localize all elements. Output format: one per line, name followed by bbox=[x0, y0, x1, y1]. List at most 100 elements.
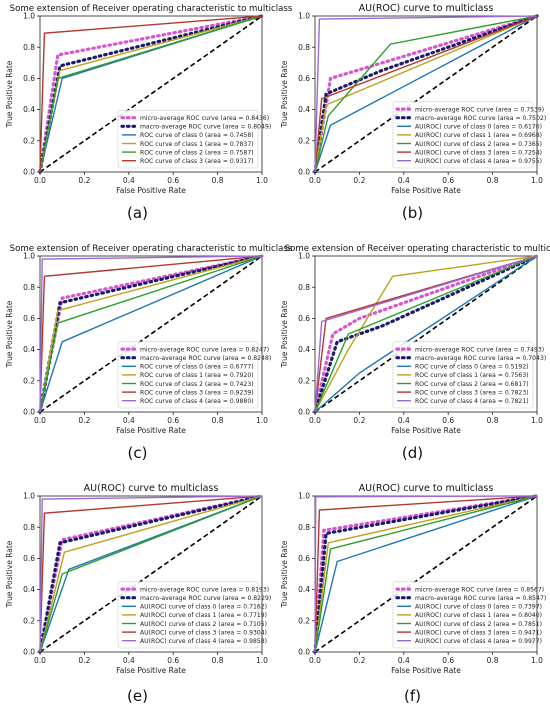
x-tick-label: 0.0 bbox=[309, 416, 321, 425]
legend-entry: micro-average ROC curve (area = 0.8436) bbox=[140, 115, 269, 122]
legend-entry: AU(ROC) curve of class 2 (area = 0.7105) bbox=[140, 621, 267, 628]
x-tick-label: 0.4 bbox=[398, 176, 410, 185]
series-line-5 bbox=[39, 495, 263, 653]
chart-title: AU(ROC) curve to multiclass bbox=[84, 483, 219, 494]
y-tick-label: 0.6 bbox=[298, 314, 310, 323]
series-line-0 bbox=[313, 14, 539, 174]
legend-entry: AU(ROC) curve of class 1 (area = 0.7719) bbox=[140, 612, 267, 619]
y-axis-label: True Positive Rate bbox=[280, 540, 289, 608]
x-tick-label: 0.6 bbox=[442, 416, 454, 425]
x-tick-label: 0.2 bbox=[78, 656, 90, 665]
y-tick-label: 0.0 bbox=[298, 408, 310, 417]
legend-entry: micro-average ROC curve (area = 0.7539) bbox=[415, 106, 544, 113]
roc-chart-d: Some extension of Receiver operating cha… bbox=[280, 244, 550, 435]
y-tick-label: 1.0 bbox=[298, 492, 310, 501]
series-line-2 bbox=[314, 15, 538, 173]
legend-entry: ROC curve of class 2 (area = 0.7423) bbox=[140, 381, 254, 388]
roc-chart-a: Some extension of Receiver operating cha… bbox=[5, 4, 293, 195]
chart-title: AU(ROC) curve to multiclass bbox=[359, 3, 494, 14]
series-line-4 bbox=[314, 255, 538, 413]
y-tick-label: 0.8 bbox=[298, 43, 310, 52]
legend-entry: ROC curve of class 3 (area = 0.9239) bbox=[140, 389, 254, 396]
y-axis-label: True Positive Rate bbox=[5, 60, 14, 128]
legend-entry: AU(ROC) curve of class 0 (area = 0.6170) bbox=[415, 124, 542, 131]
y-tick-label: 0.4 bbox=[298, 105, 310, 114]
y-tick-label: 0.6 bbox=[23, 554, 35, 563]
x-tick-label: 0.0 bbox=[34, 416, 46, 425]
x-tick-label: 0.0 bbox=[309, 656, 321, 665]
legend-entry: micro-average ROC curve (area = 0.8567) bbox=[415, 586, 544, 593]
x-tick-label: 0.8 bbox=[212, 656, 224, 665]
chance-diagonal-line bbox=[314, 495, 538, 653]
roc-chart-c: Some extension of Receiver operating cha… bbox=[5, 244, 293, 435]
y-tick-label: 0.2 bbox=[298, 136, 310, 145]
legend-entry: AU(ROC) curve of class 3 (area = 0.7254) bbox=[415, 149, 542, 156]
chance-diagonal-line bbox=[39, 495, 263, 653]
legend-entry: ROC curve of class 4 (area = 0.7821) bbox=[415, 398, 529, 405]
panel-b: AU(ROC) curve to multiclass 0.0 0.2 0.4 0.6 0… bbox=[275, 0, 550, 222]
legend-entry: ROC curve of class 0 (area = 0.7458) bbox=[140, 132, 254, 139]
series-line-4 bbox=[314, 495, 538, 653]
x-tick-label: 1.0 bbox=[256, 176, 268, 185]
series-line-1 bbox=[38, 494, 264, 654]
series-line-6 bbox=[314, 255, 538, 413]
x-tick-label: 0.4 bbox=[398, 416, 410, 425]
x-axis-label: False Positive Rate bbox=[116, 186, 186, 195]
y-tick-label: 0.4 bbox=[298, 585, 310, 594]
x-axis-label: False Positive Rate bbox=[391, 426, 461, 435]
legend-entry: ROC curve of class 2 (area = 0.6817) bbox=[415, 381, 529, 388]
chart-title: Some extension of Receiver operating cha… bbox=[285, 244, 550, 254]
legend-entry: AU(ROC) curve of class 2 (area = 0.7851) bbox=[415, 621, 542, 628]
series-line-3 bbox=[39, 495, 263, 653]
series-line-4 bbox=[39, 495, 263, 653]
series-line-5 bbox=[39, 15, 263, 173]
legend-box bbox=[117, 110, 259, 169]
series-line-0 bbox=[313, 254, 539, 414]
y-tick-label: 0.8 bbox=[298, 523, 310, 532]
y-tick-label: 0.0 bbox=[23, 408, 35, 417]
series-line-3 bbox=[314, 255, 538, 413]
panel-e: AU(ROC) curve to multiclass 0.0 0.2 0.4 0.6 0… bbox=[0, 480, 275, 705]
legend: micro-average ROC curve (area = 0.7493) m… bbox=[392, 341, 546, 409]
legend-box bbox=[392, 341, 534, 409]
y-tick-label: 0.0 bbox=[23, 168, 35, 177]
roc-chart-e: AU(ROC) curve to multiclass 0.0 0.2 0.4 0.6 0… bbox=[5, 483, 271, 675]
legend-entry: AU(ROC) curve of class 4 (area = 0.9977) bbox=[415, 638, 542, 645]
y-tick-label: 1.0 bbox=[298, 252, 310, 261]
panel-label-b: (b) bbox=[401, 204, 424, 222]
legend-entry: AU(ROC) curve of class 3 (area = 0.9304) bbox=[140, 629, 267, 636]
y-tick-label: 0.6 bbox=[298, 74, 310, 83]
x-tick-label: 0.6 bbox=[167, 416, 179, 425]
y-tick-label: 0.4 bbox=[23, 105, 35, 114]
x-tick-label: 1.0 bbox=[531, 416, 543, 425]
legend-entry: ROC curve of class 1 (area = 0.7920) bbox=[140, 372, 254, 379]
legend: micro-average ROC curve (area = 0.8193) m… bbox=[117, 581, 271, 649]
panel-label-a: (a) bbox=[127, 204, 148, 222]
plot-frame bbox=[314, 255, 538, 413]
x-tick-label: 1.0 bbox=[256, 656, 268, 665]
series-line-2 bbox=[39, 255, 263, 413]
series-line-3 bbox=[39, 255, 263, 413]
chart-title: AU(ROC) curve to multiclass bbox=[359, 483, 494, 494]
x-tick-label: 0.2 bbox=[353, 656, 365, 665]
y-tick-label: 0.8 bbox=[23, 283, 35, 292]
plot-frame bbox=[39, 255, 263, 413]
legend-entry: ROC curve of class 1 (area = 0.7563) bbox=[415, 372, 529, 379]
y-tick-label: 0.8 bbox=[23, 43, 35, 52]
series-line-6 bbox=[39, 495, 263, 653]
series-line-5 bbox=[314, 15, 538, 173]
legend-entry: ROC curve of class 1 (area = 0.7837) bbox=[140, 141, 254, 148]
legend-entry: AU(ROC) curve of class 1 (area = 0.8040) bbox=[415, 612, 542, 619]
y-tick-label: 0.8 bbox=[298, 283, 310, 292]
panel-f: AU(ROC) curve to multiclass 0.0 0.2 0.4 0.6 0… bbox=[275, 480, 550, 705]
y-tick-label: 1.0 bbox=[23, 252, 35, 261]
legend: micro-average ROC curve (area = 0.8247) m… bbox=[117, 341, 271, 409]
series-line-5 bbox=[39, 255, 263, 413]
legend-entry: micro-average ROC curve (area = 0.8193) bbox=[140, 586, 269, 593]
series-line-3 bbox=[314, 495, 538, 653]
legend-entry: AU(ROC) curve of class 4 (area = 0.9755) bbox=[415, 158, 542, 165]
legend-entry: macro-average ROC curve (area = 0.8248) bbox=[140, 355, 271, 362]
series-line-6 bbox=[314, 15, 538, 173]
panel-label-f: (f) bbox=[404, 687, 421, 705]
